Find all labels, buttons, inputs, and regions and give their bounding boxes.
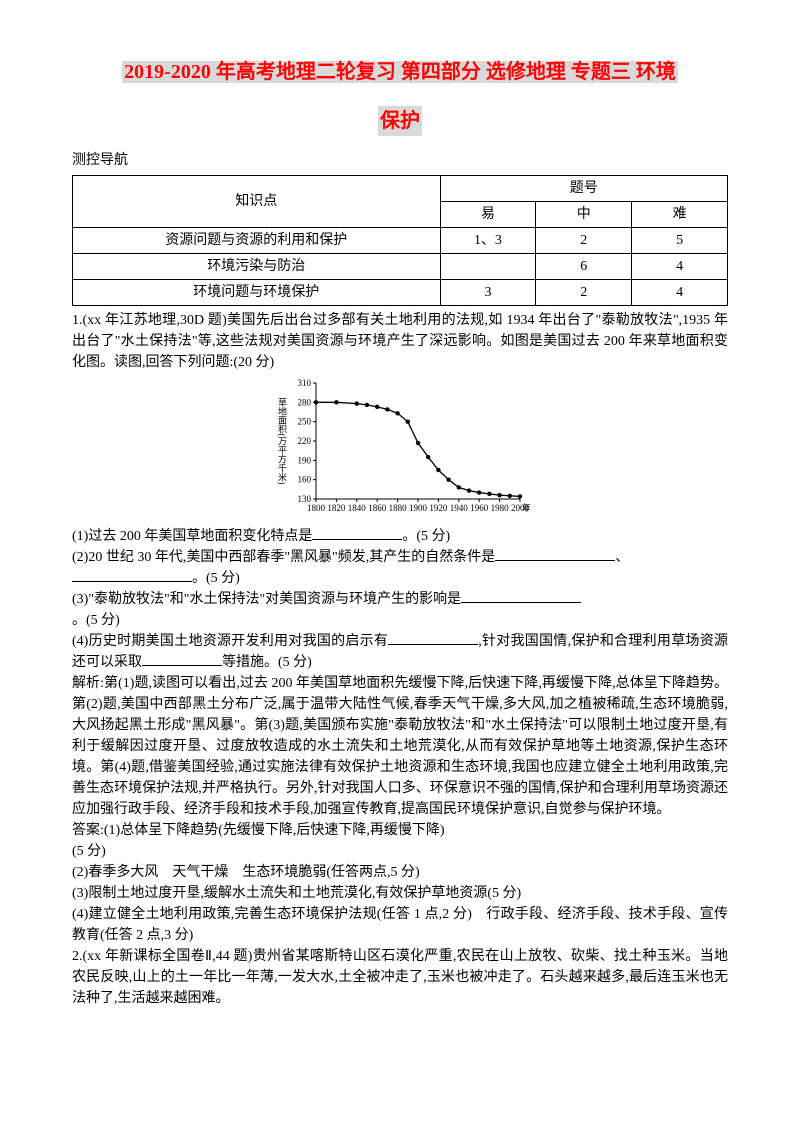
- blank: [388, 631, 478, 645]
- table-row: 环境问题与环境保护 3 2 4: [73, 280, 728, 306]
- q1-3-text-a: (3)"泰勒放牧法"和"水土保持法"对美国资源与环境产生的影响是: [72, 592, 461, 607]
- q1-sub4: (4)历史时期美国土地资源开发利用对我国的启示有,针对我国国情,保护和合理利用草…: [72, 631, 728, 673]
- svg-text:1880: 1880: [389, 503, 408, 513]
- q2-intro: 2.(xx 年新课标全国卷Ⅱ,44 题)贵州省某喀斯特山区石漠化严重,农民在山上…: [72, 946, 728, 1009]
- answer-3: (3)限制土地过度开垦,缓解水土流失和土地荒漠化,有效保护草地资源(5 分): [72, 883, 728, 904]
- svg-text:1980: 1980: [491, 503, 510, 513]
- title-line-2: 保护: [378, 106, 422, 136]
- th-hard: 难: [632, 202, 728, 228]
- doc-title: 2019-2020 年高考地理二轮复习 第四部分 选修地理 专题三 环境: [72, 54, 728, 90]
- q1-2-text-b: 、: [615, 550, 629, 565]
- q1-sub2: (2)20 世纪 30 年代,美国中西部春季"黑风暴"频发,其产生的自然条件是 、: [72, 547, 728, 568]
- blank: [142, 652, 222, 666]
- svg-text:1840: 1840: [348, 503, 367, 513]
- q1-4-text-a: (4)历史时期美国土地资源开发利用对我国的启示有: [72, 634, 388, 649]
- table-row: 资源问题与资源的利用和保护 1、3 2 5: [73, 228, 728, 254]
- blank: [461, 589, 581, 603]
- blank: [495, 547, 615, 561]
- q1-3-text-b: 。(5 分): [72, 613, 120, 628]
- th-mid: 中: [536, 202, 632, 228]
- th-easy: 易: [440, 202, 536, 228]
- grassland-chart: 1301601902202502803101800182018401860188…: [72, 377, 728, 524]
- cell-easy: [440, 254, 536, 280]
- chart-svg: 1301601902202502803101800182018401860188…: [270, 377, 530, 517]
- cell-hard: 5: [632, 228, 728, 254]
- answer-1: 答案:(1)总体呈下降趋势(先缓慢下降,后快速下降,再缓慢下降): [72, 820, 728, 841]
- cell-kp: 环境污染与防治: [73, 254, 441, 280]
- svg-text:1960: 1960: [470, 503, 489, 513]
- q1-sub1: (1)过去 200 年美国草地面积变化特点是 。(5 分): [72, 526, 728, 547]
- answer-1-pts: (5 分): [72, 841, 728, 862]
- svg-text:1940: 1940: [450, 503, 469, 513]
- svg-text:草地面积(万平方千米): 草地面积(万平方千米): [277, 396, 287, 484]
- blank: [312, 526, 402, 540]
- svg-text:250: 250: [298, 417, 312, 427]
- svg-text:1820: 1820: [327, 503, 346, 513]
- q1-4-text-c: 等措施。(5 分): [222, 655, 312, 670]
- cell-easy: 1、3: [440, 228, 536, 254]
- svg-text:1900: 1900: [409, 503, 428, 513]
- section-label: 测控导航: [72, 150, 728, 171]
- cell-easy: 3: [440, 280, 536, 306]
- q1-1-text-a: (1)过去 200 年美国草地面积变化特点是: [72, 529, 312, 544]
- analysis: 解析:第(1)题,读图可以看出,过去 200 年美国草地面积先缓慢下降,后快速下…: [72, 673, 728, 820]
- svg-text:年: 年: [522, 502, 530, 513]
- th-knowledge: 知识点: [73, 176, 441, 228]
- cell-kp: 环境问题与环境保护: [73, 280, 441, 306]
- cell-mid: 6: [536, 254, 632, 280]
- svg-text:1800: 1800: [307, 503, 326, 513]
- cell-hard: 4: [632, 254, 728, 280]
- knowledge-table: 知识点 题号 易 中 难 资源问题与资源的利用和保护 1、3 2 5 环境污染与…: [72, 175, 728, 306]
- q1-sub3: (3)"泰勒放牧法"和"水土保持法"对美国资源与环境产生的影响是: [72, 589, 728, 610]
- blank: [72, 568, 192, 582]
- q1-sub3-cont: 。(5 分): [72, 610, 728, 631]
- q1-intro: 1.(xx 年江苏地理,30D 题)美国先后出台过多部有关土地利用的法规,如 1…: [72, 310, 728, 373]
- th-question-no: 题号: [440, 176, 727, 202]
- cell-mid: 2: [536, 228, 632, 254]
- answer-4: (4)建立健全土地利用政策,完善生态环境保护法规(任答 1 点,2 分) 行政手…: [72, 904, 728, 946]
- q1-1-text-b: 。(5 分): [402, 529, 450, 544]
- svg-text:1860: 1860: [368, 503, 387, 513]
- q1-2-text-c: 。(5 分): [192, 571, 240, 586]
- doc-title-2: 保护: [72, 96, 728, 144]
- svg-text:280: 280: [298, 397, 312, 407]
- table-row: 环境污染与防治 6 4: [73, 254, 728, 280]
- q1-sub2-cont: 。(5 分): [72, 568, 728, 589]
- cell-hard: 4: [632, 280, 728, 306]
- table-header-row: 知识点 题号: [73, 176, 728, 202]
- q1-2-text-a: (2)20 世纪 30 年代,美国中西部春季"黑风暴"频发,其产生的自然条件是: [72, 550, 495, 565]
- svg-text:1920: 1920: [429, 503, 448, 513]
- svg-text:310: 310: [298, 378, 312, 388]
- cell-mid: 2: [536, 280, 632, 306]
- title-line-1: 2019-2020 年高考地理二轮复习 第四部分 选修地理 专题三 环境: [122, 61, 678, 83]
- svg-text:160: 160: [298, 475, 312, 485]
- cell-kp: 资源问题与资源的利用和保护: [73, 228, 441, 254]
- svg-text:220: 220: [298, 436, 312, 446]
- svg-text:190: 190: [298, 455, 312, 465]
- answer-2: (2)春季多大风 天气干燥 生态环境脆弱(任答两点,5 分): [72, 862, 728, 883]
